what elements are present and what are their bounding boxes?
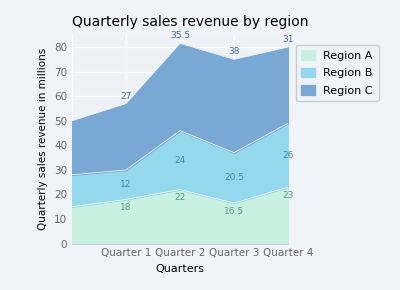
Text: Quarterly sales revenue by region: Quarterly sales revenue by region [72,15,308,30]
Text: 18: 18 [120,203,132,212]
Text: 38: 38 [228,48,240,57]
Text: 23: 23 [282,191,294,200]
Legend: Region A, Region B, Region C: Region A, Region B, Region C [296,45,378,101]
Text: 31: 31 [282,35,294,44]
Text: 24: 24 [174,155,186,165]
Text: 20.5: 20.5 [224,173,244,182]
Text: 16.5: 16.5 [224,207,244,216]
Text: 22: 22 [174,193,186,202]
Text: 12: 12 [120,180,132,189]
Text: 35.5: 35.5 [170,31,190,40]
Y-axis label: Quarterly sales revenue in millions: Quarterly sales revenue in millions [38,48,48,230]
Text: 26: 26 [282,151,294,160]
X-axis label: Quarters: Quarters [156,264,204,274]
Text: 27: 27 [120,92,132,101]
